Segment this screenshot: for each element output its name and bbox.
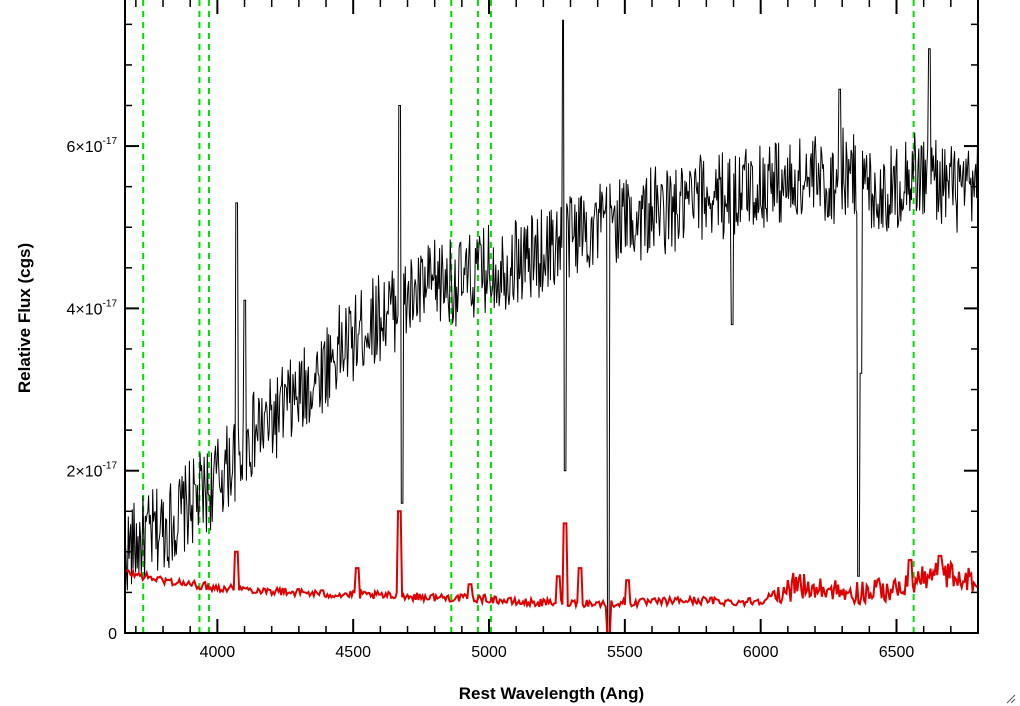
resize-grip-icon[interactable] bbox=[1004, 692, 1016, 704]
x-axis-title: Rest Wavelength (Ang) bbox=[459, 684, 644, 703]
x-tick-label: 5500 bbox=[607, 644, 643, 661]
y-axis-title: Relative Flux (cgs) bbox=[15, 243, 34, 393]
x-axis-ticks: 4000 4500 5000 5500 6000 6500 bbox=[135, 0, 979, 661]
y-tick-label: 0 bbox=[108, 626, 117, 643]
plot-frame bbox=[124, 0, 979, 634]
x-tick-label: 4000 bbox=[200, 644, 236, 661]
x-tick-label: 6000 bbox=[743, 644, 779, 661]
y-tick-label: 6×10-17 bbox=[67, 136, 118, 156]
model-line bbox=[124, 510, 979, 634]
y-tick-label: 2×10-17 bbox=[67, 461, 118, 481]
x-tick-label: 4500 bbox=[335, 644, 371, 661]
spectrum-line bbox=[124, 19, 978, 634]
reference-lines bbox=[142, 0, 915, 633]
series-layer bbox=[124, 19, 979, 634]
y-axis-ticks: 0 2×10-17 4×10-17 6×10-17 bbox=[67, 23, 978, 643]
y-tick-label: 4×10-17 bbox=[67, 298, 118, 318]
x-tick-label: 5000 bbox=[471, 644, 507, 661]
x-tick-label: 6500 bbox=[879, 644, 915, 661]
